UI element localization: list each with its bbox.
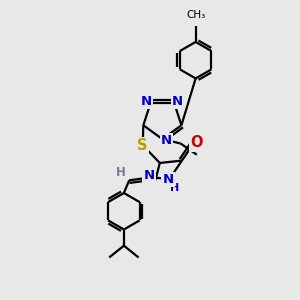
Text: H: H <box>170 183 179 193</box>
Text: N: N <box>160 134 172 147</box>
Text: N: N <box>163 173 174 186</box>
Text: O: O <box>190 135 202 150</box>
Text: H: H <box>116 166 126 178</box>
Text: CH₃: CH₃ <box>186 11 205 20</box>
Text: N: N <box>172 95 183 108</box>
Text: S: S <box>137 138 148 153</box>
Text: N: N <box>143 169 155 182</box>
Text: N: N <box>141 95 152 108</box>
